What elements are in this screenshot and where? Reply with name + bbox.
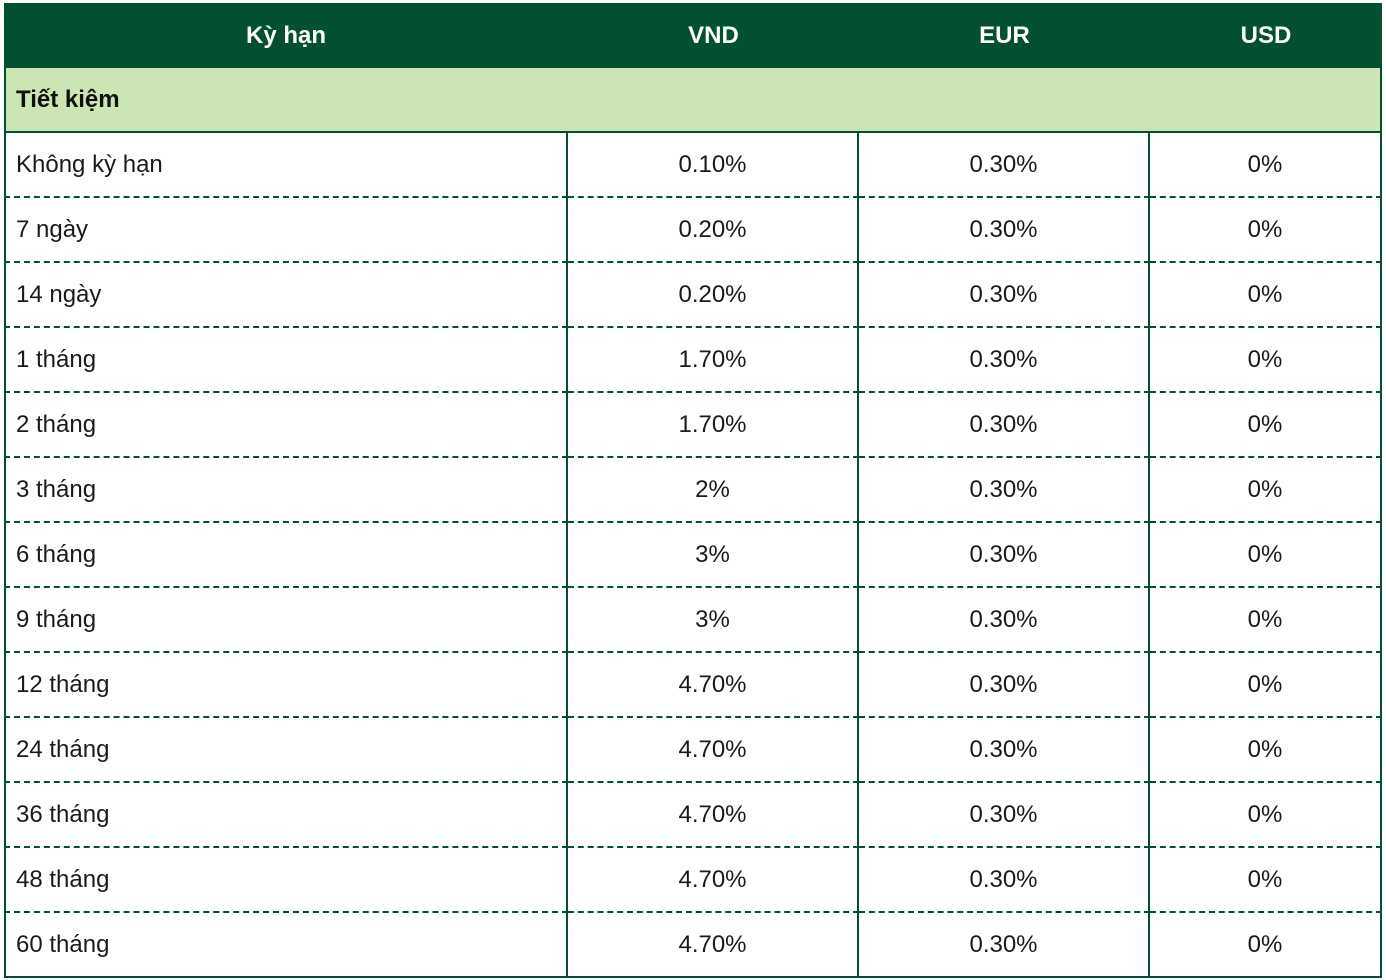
header-cell: USD [1150, 3, 1382, 68]
header-cell: Kỳ hạn [4, 3, 568, 68]
term-cell: 3 tháng [4, 458, 568, 523]
rate-cell: 1.70% [568, 393, 859, 458]
term-cell: 36 tháng [4, 783, 568, 848]
term-cell: 60 tháng [4, 913, 568, 978]
rate-cell: 0% [1150, 198, 1382, 263]
term-cell: 6 tháng [4, 523, 568, 588]
rate-cell: 0.30% [859, 913, 1150, 978]
term-cell: 48 tháng [4, 848, 568, 913]
rate-cell: 0% [1150, 718, 1382, 783]
rate-cell: 0% [1150, 523, 1382, 588]
term-cell: 1 tháng [4, 328, 568, 393]
rate-cell: 1.70% [568, 328, 859, 393]
rate-cell: 3% [568, 523, 859, 588]
rate-cell: 4.70% [568, 653, 859, 718]
rate-cell: 4.70% [568, 783, 859, 848]
term-cell: 12 tháng [4, 653, 568, 718]
rate-cell: 4.70% [568, 913, 859, 978]
header-cell: EUR [859, 3, 1150, 68]
term-cell: Không kỳ hạn [4, 133, 568, 198]
rate-cell: 0.30% [859, 458, 1150, 523]
rate-cell: 0.30% [859, 653, 1150, 718]
rate-cell: 0.30% [859, 718, 1150, 783]
rate-cell: 0% [1150, 588, 1382, 653]
rate-cell: 2% [568, 458, 859, 523]
rate-cell: 0% [1150, 913, 1382, 978]
rate-cell: 0.30% [859, 133, 1150, 198]
rate-cell: 0% [1150, 458, 1382, 523]
rate-cell: 0.20% [568, 198, 859, 263]
rate-cell: 0.30% [859, 328, 1150, 393]
rate-cell: 0% [1150, 328, 1382, 393]
rate-cell: 0.30% [859, 848, 1150, 913]
rate-cell: 3% [568, 588, 859, 653]
rate-cell: 0% [1150, 783, 1382, 848]
rate-cell: 0.30% [859, 523, 1150, 588]
rate-cell: 0.30% [859, 198, 1150, 263]
section-row: Tiết kiệm [4, 68, 1382, 133]
term-cell: 7 ngày [4, 198, 568, 263]
rate-cell: 0.10% [568, 133, 859, 198]
rate-cell: 0% [1150, 263, 1382, 328]
rate-cell: 0% [1150, 133, 1382, 198]
rate-cell: 0.30% [859, 588, 1150, 653]
rate-cell: 0.30% [859, 263, 1150, 328]
rate-cell: 0% [1150, 393, 1382, 458]
rate-cell: 0.30% [859, 783, 1150, 848]
rate-cell: 0% [1150, 848, 1382, 913]
term-cell: 14 ngày [4, 263, 568, 328]
rate-cell: 4.70% [568, 848, 859, 913]
term-cell: 24 tháng [4, 718, 568, 783]
rate-cell: 0.20% [568, 263, 859, 328]
term-cell: 2 tháng [4, 393, 568, 458]
rate-cell: 0% [1150, 653, 1382, 718]
rate-cell: 4.70% [568, 718, 859, 783]
header-cell: VND [568, 3, 859, 68]
rate-cell: 0.30% [859, 393, 1150, 458]
term-cell: 9 tháng [4, 588, 568, 653]
